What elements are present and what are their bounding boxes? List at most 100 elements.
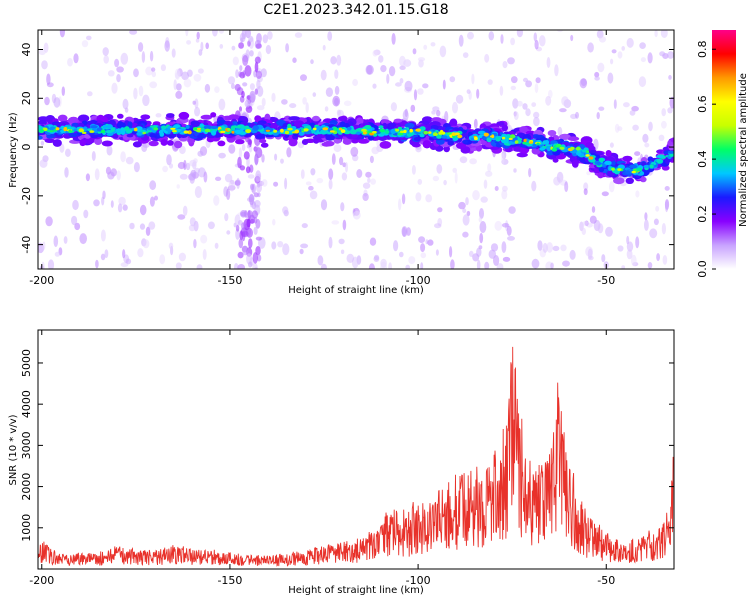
x-tick-label: -200 xyxy=(29,274,54,287)
spectrogram-cell-389 xyxy=(200,234,208,244)
spectrogram-cell-360 xyxy=(553,176,561,186)
spectrogram-cell-760 xyxy=(253,217,258,224)
spectrogram-cell-399 xyxy=(148,221,156,230)
spectrogram-cell-3045 xyxy=(320,129,328,135)
spectrogram-cell-214 xyxy=(224,213,229,222)
spectrogram-cell-185 xyxy=(159,254,166,265)
spectrogram-cell-717 xyxy=(237,156,242,169)
spectrogram-cell-453 xyxy=(328,236,333,249)
spectrogram-cell-2346 xyxy=(351,133,359,138)
spectrogram-cell-226 xyxy=(218,98,226,111)
spectrogram-cell-3090 xyxy=(501,136,506,140)
spectrogram-cell-470 xyxy=(372,83,377,89)
spectrogram-cell-1563 xyxy=(101,140,113,147)
spectrogram-cell-4 xyxy=(667,107,673,114)
spectrogram-cell-575 xyxy=(174,68,181,80)
spectrogram-cell-508 xyxy=(235,69,239,78)
spectrogram-cell-1587 xyxy=(605,150,612,157)
spectrogram-cell-12 xyxy=(285,43,289,53)
spectrogram-cell-3179 xyxy=(227,128,231,131)
snr-x-axis-label: Height of straight line (km) xyxy=(288,585,424,596)
spectrogram-cell-3064 xyxy=(639,171,645,175)
spectrogram-cell-94 xyxy=(668,75,672,80)
spectrogram-cell-537 xyxy=(95,259,99,269)
spectrogram-cell-2527 xyxy=(197,134,207,139)
spectrogram-cell-134 xyxy=(455,94,464,104)
spectrogram-cell-306 xyxy=(39,159,48,168)
spectrogram-cell-740 xyxy=(251,210,258,219)
spectrogram-cell-3158 xyxy=(204,128,211,133)
spectrogram-cell-460 xyxy=(232,56,239,66)
spectrogram-cell-2853 xyxy=(310,129,315,134)
spectrogram-cell-483 xyxy=(388,66,396,77)
colorbar-tick-label: 0.0 xyxy=(696,260,709,278)
spectrogram-cell-521 xyxy=(664,186,670,191)
spectrogram-cell-72 xyxy=(386,73,390,84)
spectrogram-cell-511 xyxy=(237,264,245,269)
spectrogram-cell-733 xyxy=(242,245,248,256)
spectrogram-cell-3152 xyxy=(523,138,527,143)
spectrogram-cell-128 xyxy=(365,171,372,178)
spectrogram-cell-734 xyxy=(242,231,246,242)
spectrogram-cell-1546 xyxy=(259,138,267,144)
spectrogram-cell-159 xyxy=(458,34,464,47)
spectrogram-cell-384 xyxy=(406,227,411,236)
spectrogram-cell-155 xyxy=(320,199,328,211)
spectrogram-cell-52 xyxy=(367,177,371,183)
spectrogram-cell-402 xyxy=(667,51,674,59)
spectrogram-cell-3083 xyxy=(428,131,432,134)
spectrogram-cell-404 xyxy=(499,85,504,96)
spectrogram-cell-304 xyxy=(626,235,630,245)
spectrogram-cell-19 xyxy=(93,199,100,207)
spectrogram-cell-130 xyxy=(219,44,224,49)
spectrogram-cell-2896 xyxy=(161,125,167,130)
spectrogram-cell-423 xyxy=(272,218,276,226)
spectrogram-cell-610 xyxy=(513,111,519,121)
spectrogram-cell-39 xyxy=(507,236,515,241)
spectrogram-cell-438 xyxy=(439,45,447,58)
spectrogram-cell-7 xyxy=(647,262,653,269)
spectrogram-cell-41 xyxy=(411,165,416,175)
spectrogram-cell-141 xyxy=(583,188,588,196)
spectrogram-cell-309 xyxy=(502,256,511,262)
spectrogram-cell-2321 xyxy=(598,166,605,173)
spectrogram-cell-2800 xyxy=(102,124,108,129)
spectrogram-cell-561 xyxy=(478,217,482,223)
spectrogram-cell-721 xyxy=(249,50,254,57)
spectrogram-cell-320 xyxy=(507,57,515,65)
spectrogram-cell-3093 xyxy=(142,131,146,135)
spectrogram-cell-454 xyxy=(417,57,426,62)
spectrogram-cell-684 xyxy=(241,143,246,151)
spectrogram-cell-1529 xyxy=(338,116,348,122)
spectrogram-cell-446 xyxy=(100,253,106,261)
spectrogram-cell-641 xyxy=(398,198,402,211)
spectrogram-cell-33 xyxy=(591,206,596,213)
spectrogram-cell-766 xyxy=(241,30,247,40)
spectrogram-cell-358 xyxy=(186,40,192,45)
spectrogram-cell-367 xyxy=(308,185,314,191)
spectrogram-cell-567 xyxy=(81,40,89,48)
spectrogram-cell-2566 xyxy=(447,140,455,146)
spectrogram-cell-362 xyxy=(168,163,174,169)
spectrogram-cell-305 xyxy=(443,179,447,186)
spectrogram-cell-514 xyxy=(372,50,378,57)
spectrogram-cell-314 xyxy=(214,242,219,249)
spectrogram-cell-282 xyxy=(333,144,342,153)
spectrogram-cell-211 xyxy=(194,186,202,198)
spectrogram-cell-385 xyxy=(312,92,317,97)
spectrogram-cell-2955 xyxy=(136,131,143,136)
spectrogram-cell-2771 xyxy=(495,136,502,142)
spectrogram-cell-135 xyxy=(510,37,515,46)
spectrogram-cell-576 xyxy=(53,97,61,108)
colorbar-tick-label: 0.8 xyxy=(696,40,709,58)
spectrogram-cell-856 xyxy=(117,113,124,119)
spectrogram-cell-331 xyxy=(437,207,443,213)
spectrogram-cell-1855 xyxy=(85,120,96,125)
spectrogram-cell-3127 xyxy=(361,128,367,132)
spectrogram-cell-120 xyxy=(562,260,570,267)
spectrogram-cell-107 xyxy=(528,167,532,178)
spectrogram-cell-238 xyxy=(185,30,189,37)
spectrogram-cell-184 xyxy=(594,71,600,78)
spectrogram-cell-352 xyxy=(200,41,204,52)
